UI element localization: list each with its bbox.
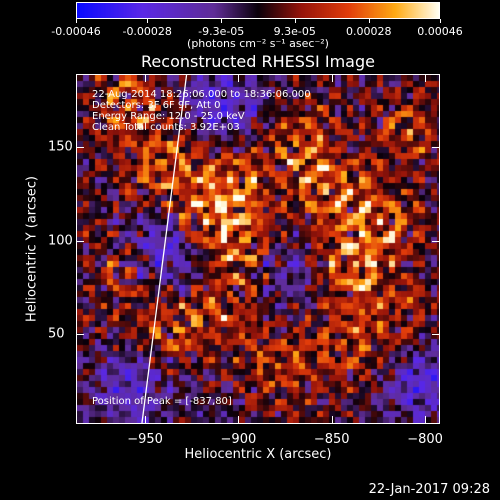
x-tick-mark (331, 416, 333, 424)
colorbar-tick-mark (440, 19, 441, 23)
x-tick-mark (238, 416, 240, 424)
y-tick-mark (76, 240, 84, 242)
x-tick-mark (425, 416, 427, 424)
x-tick-mark (238, 74, 240, 82)
x-tick-mark (425, 74, 427, 82)
colorbar-tick-label: 0.00046 (417, 25, 463, 38)
colorbar-tick-mark (294, 19, 296, 23)
y-tick-label: 150 (48, 139, 73, 155)
annotation-clean: Clean Total counts: 3.92E+03 (92, 122, 240, 133)
y-tick-mark (432, 240, 440, 242)
y-tick-label: 100 (48, 233, 73, 249)
annotation-energy: Energy Range: 12.0 - 25.0 keV (92, 111, 245, 122)
colorbar-units: (photons cm⁻² s⁻¹ asec⁻²) (187, 37, 329, 50)
y-axis-label: Heliocentric Y (arcsec) (24, 176, 40, 322)
annotation-time-range: 22-Aug-2014 18:26:06.000 to 18:36:06.000 (92, 89, 311, 100)
annotation-peak: Position of Peak = [-837,80] (92, 396, 232, 407)
colorbar-tick-label: -0.00046 (51, 25, 101, 38)
x-tick-mark (145, 74, 147, 82)
y-tick-label: 50 (48, 326, 65, 342)
limb-line-layer (141, 75, 188, 423)
colorbar-tick-mark (76, 19, 77, 23)
x-axis-label: Heliocentric X (arcsec) (184, 447, 332, 462)
colorbar-tick-label: -9.3e-05 (198, 25, 245, 38)
colorbar-gradient (77, 3, 439, 18)
colorbar (76, 2, 440, 19)
x-tick-mark (145, 416, 147, 424)
y-tick-mark (76, 334, 84, 336)
colorbar-tick-label: -0.00028 (122, 25, 172, 38)
heatmap-image (77, 75, 439, 423)
x-tick-mark (331, 74, 333, 82)
y-tick-mark (432, 334, 440, 336)
colorbar-tick-mark (147, 19, 149, 23)
y-tick-mark (432, 146, 440, 148)
colorbar-tick-label: 9.3e-05 (273, 25, 316, 38)
chart-title: Reconstructed RHESSI Image (141, 52, 375, 71)
x-tick-label: −950 (127, 432, 163, 447)
colorbar-tick-label: 0.00028 (346, 25, 392, 38)
x-tick-label: −900 (220, 432, 257, 447)
annotation-detectors: Detectors: 3F 6F 9F, Att 0 (92, 100, 221, 111)
colorbar-tick-mark (221, 19, 223, 23)
x-tick-label: −850 (313, 432, 350, 447)
colorbar-tick-mark (368, 19, 370, 23)
plot-area: 22-Aug-2014 18:26:06.000 to 18:36:06.000… (76, 74, 440, 424)
x-tick-label: −800 (407, 432, 443, 447)
y-tick-mark (76, 146, 84, 148)
solar-limb-line (141, 75, 188, 423)
footer-date: 22-Jan-2017 09:28 (368, 482, 490, 497)
